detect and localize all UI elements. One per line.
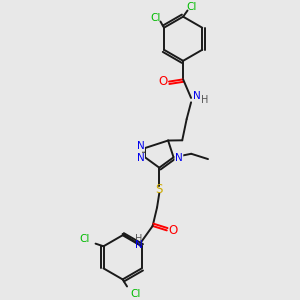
Text: N: N [194, 91, 201, 101]
Text: Cl: Cl [151, 13, 161, 23]
Text: Cl: Cl [79, 234, 89, 244]
Text: N: N [135, 240, 143, 250]
Text: Cl: Cl [187, 2, 197, 12]
Text: H: H [135, 234, 142, 244]
Text: Cl: Cl [131, 289, 141, 298]
Text: H: H [201, 95, 208, 105]
Text: S: S [156, 183, 163, 196]
Text: N: N [175, 153, 183, 163]
Text: O: O [168, 224, 178, 237]
Text: N: N [137, 141, 145, 151]
Text: O: O [158, 75, 167, 88]
Text: N: N [137, 153, 145, 163]
